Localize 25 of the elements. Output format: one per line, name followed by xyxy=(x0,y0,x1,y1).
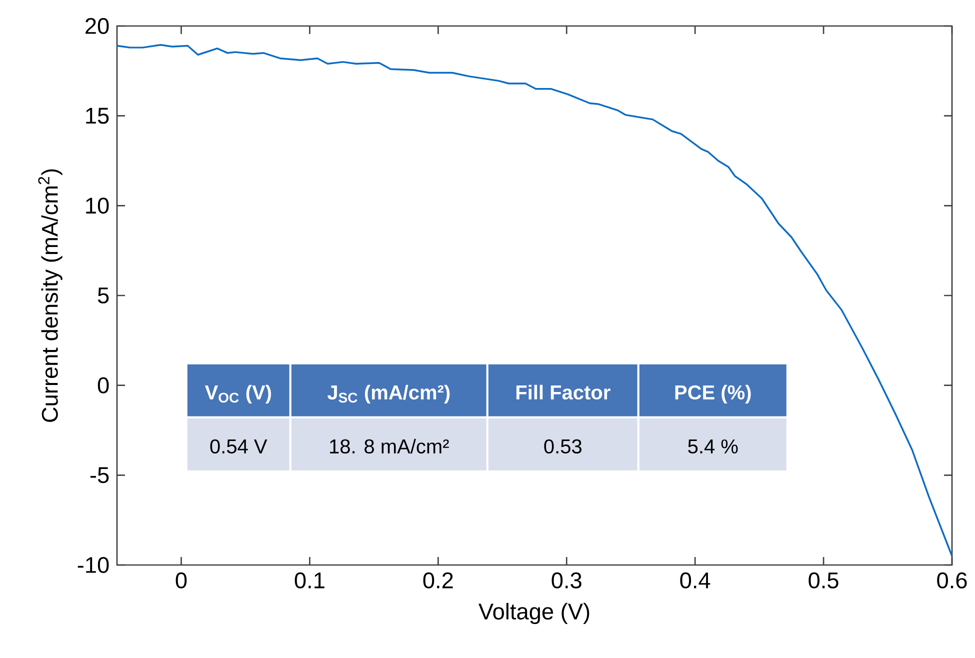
annotation: 5.4 % xyxy=(688,439,738,454)
x-tick-label: 0.6 xyxy=(937,572,967,588)
y-axis-title: Current density (mA/cm$^{2}$) xyxy=(38,169,62,422)
y-tick-label: 5 xyxy=(98,288,109,304)
annotation: PCE (%) xyxy=(675,384,751,404)
y-tick-label: 15 xyxy=(86,108,109,124)
x-tick-label: 0.5 xyxy=(808,572,838,588)
x-axis-title: Voltage (V) xyxy=(478,602,590,624)
annotation: 18. 8 mA/cm² xyxy=(330,438,449,454)
annotation: J$_{SC}$ (mA/cm²) xyxy=(327,384,450,404)
x-tick-label: 0.4 xyxy=(680,572,710,588)
x-tick-label: 0.1 xyxy=(294,572,324,588)
y-tick-label: 10 xyxy=(86,198,109,214)
annotation: Fill Factor xyxy=(516,384,610,400)
annotation: 0.53 xyxy=(544,439,582,454)
x-tick-label: 0.3 xyxy=(552,572,582,588)
y-tick-label: 0 xyxy=(98,377,109,394)
y-tick-label: -10 xyxy=(78,556,109,574)
x-tick-label: 0.2 xyxy=(423,572,453,588)
x-tick-label: 0 xyxy=(176,572,187,588)
annotation: 0.54 V xyxy=(210,439,268,454)
y-tick-label: -5 xyxy=(90,467,109,484)
y-tick-label: 20 xyxy=(86,18,109,34)
line-series xyxy=(116,44,953,557)
annotation: V$_{OC}$ (V) xyxy=(204,384,272,404)
